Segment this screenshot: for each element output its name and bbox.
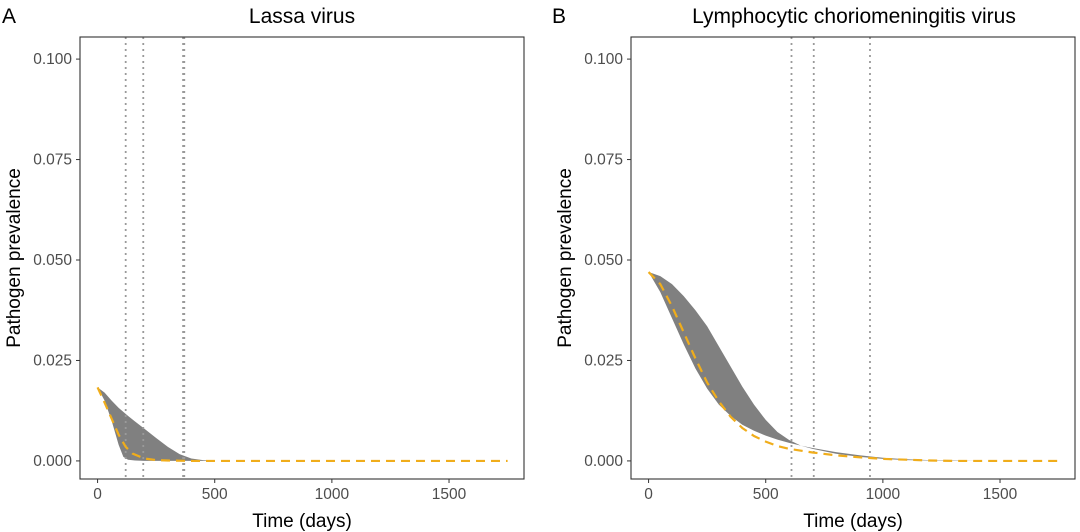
band-area	[97, 387, 508, 461]
x-axis-title: Time (days)	[803, 511, 903, 532]
panel-a: A Lassa virus 0.000 0.025 0.050 0.075 0.100 0 50…	[2, 5, 525, 532]
plot-frame	[79, 36, 525, 480]
x-tick-label: 0	[93, 486, 102, 503]
x-tick-label: 1500	[983, 486, 1018, 503]
y-tick-label: 0.050	[584, 252, 623, 269]
median-line	[96, 386, 508, 463]
panel-title: Lassa virus	[249, 5, 355, 28]
x-tick-label: 500	[753, 486, 779, 503]
x-tick-label: 1500	[432, 486, 467, 503]
x-tick-label: 1000	[866, 486, 901, 503]
x-tick-label: 500	[202, 486, 228, 503]
y-tick-label: 0.025	[584, 352, 623, 369]
median-line	[647, 271, 1059, 463]
y-tick-label: 0.075	[584, 152, 623, 169]
y-tick-label: 0.000	[33, 453, 72, 470]
x-tick-label: 1000	[315, 486, 350, 503]
plot-frame	[630, 36, 1076, 480]
y-axis-title: Pathogen prevalence	[4, 168, 25, 348]
y-tick-label: 0.050	[33, 252, 72, 269]
x-tick-label: 0	[644, 486, 653, 503]
panel-letter: A	[2, 5, 16, 28]
y-tick-label: 0.075	[33, 152, 72, 169]
y-tick-label: 0.000	[584, 453, 623, 470]
y-axis-title: Pathogen prevalence	[555, 168, 576, 348]
y-tick-label: 0.100	[584, 51, 623, 68]
panel-b: B Lymphocytic choriomeningitis virus 0.000…	[552, 5, 1076, 532]
panel-title: Lymphocytic choriomeningitis virus	[692, 5, 1016, 28]
y-tick-label: 0.025	[33, 352, 72, 369]
y-tick-label: 0.100	[33, 51, 72, 68]
panel-letter: B	[552, 5, 566, 28]
x-axis-title: Time (days)	[252, 511, 352, 532]
band-area	[648, 272, 1059, 461]
